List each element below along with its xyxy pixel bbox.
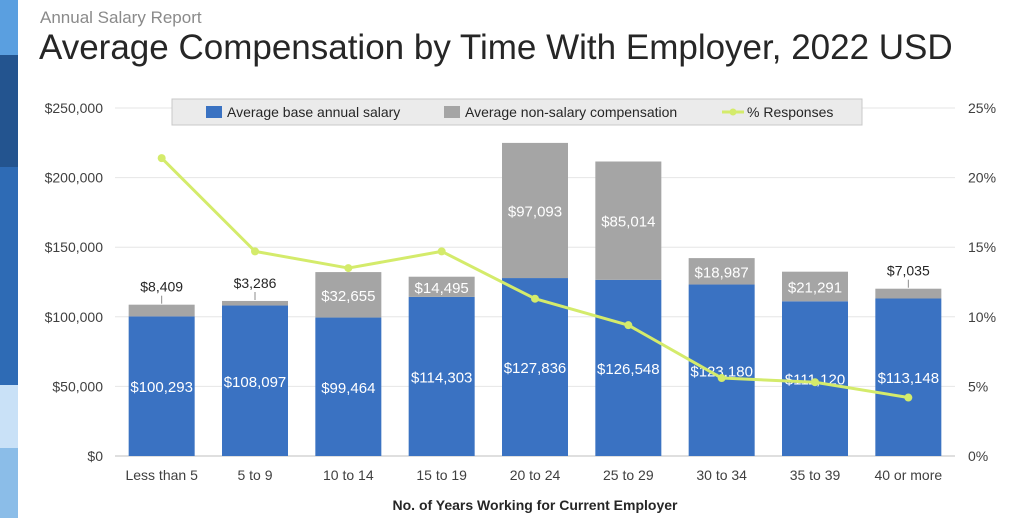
non-salary-value-label: $14,495: [415, 280, 469, 297]
responses-point[interactable]: [904, 393, 913, 402]
responses-point[interactable]: [624, 321, 633, 330]
salary-bar[interactable]: [315, 317, 382, 456]
accent-strip-segment: [0, 385, 18, 448]
x-tick-label: 15 to 19: [416, 467, 467, 483]
x-tick-label: 30 to 34: [696, 467, 747, 483]
y-tick-label: $150,000: [45, 239, 104, 255]
salary-value-label: $100,293: [130, 379, 193, 396]
y2-tick-label: 20%: [968, 170, 996, 186]
responses-line-layer: [157, 154, 913, 402]
responses-point[interactable]: [717, 374, 726, 383]
bars: [128, 142, 942, 456]
y2-tick-label: 15%: [968, 239, 996, 255]
legend-salary-label[interactable]: Average base annual salary: [227, 104, 400, 120]
non-salary-value-label: $32,655: [321, 288, 375, 305]
accent-strip: [0, 0, 18, 518]
non-salary-bar[interactable]: [222, 300, 288, 306]
salary-value-label: $113,148: [878, 370, 939, 387]
legend-non-salary-label[interactable]: Average non-salary compensation: [465, 104, 677, 120]
x-tick-label: 25 to 29: [603, 467, 654, 483]
legend-box: [171, 98, 863, 126]
non-salary-value-label: $7,035: [887, 263, 930, 279]
salary-bar[interactable]: [875, 298, 942, 456]
salary-bar[interactable]: [128, 316, 195, 456]
y2-tick-label: 0%: [968, 448, 988, 464]
y-tick-label: $200,000: [45, 170, 104, 186]
accent-strip-segment: [0, 55, 18, 167]
y-tick-label: $100,000: [45, 309, 104, 325]
accent-strip-segment: [0, 167, 18, 385]
salary-bar[interactable]: [502, 278, 568, 456]
legend-responses-label[interactable]: % Responses: [747, 104, 833, 120]
non-salary-value-label: $97,093: [508, 203, 562, 220]
non-salary-bar[interactable]: [408, 276, 475, 297]
responses-point[interactable]: [811, 378, 819, 387]
salary-value-label: $127,836: [504, 360, 567, 377]
y2-tick-label: 25%: [968, 100, 996, 116]
salary-bar[interactable]: [408, 296, 475, 456]
y-tick-label: $50,000: [52, 378, 103, 394]
non-salary-bar[interactable]: [315, 272, 382, 318]
salary-value-label: $114,303: [411, 369, 472, 386]
report-label: Annual Salary Report: [40, 8, 202, 27]
non-salary-value-label: $8,409: [140, 279, 183, 295]
salary-bar[interactable]: [595, 279, 662, 456]
x-tick-label: 10 to 14: [323, 467, 374, 483]
accent-strip-segment: [0, 448, 18, 518]
legend-non-salary-swatch: [444, 106, 460, 118]
x-tick-label: 5 to 9: [237, 467, 272, 483]
salary-value-label: $99,464: [321, 380, 375, 397]
non-salary-bar[interactable]: [688, 258, 755, 285]
non-salary-value-label: $21,291: [788, 280, 842, 297]
salary-value-label: $108,097: [224, 374, 287, 391]
x-axis-title: No. of Years Working for Current Employe…: [393, 497, 679, 513]
salary-bar[interactable]: [688, 284, 755, 456]
legend-responses-marker: [729, 108, 737, 116]
responses-point[interactable]: [251, 247, 259, 256]
responses-point[interactable]: [531, 294, 539, 303]
y2-tick-label: 5%: [968, 378, 988, 394]
salary-bar[interactable]: [222, 305, 288, 456]
legend-salary-swatch: [206, 106, 222, 118]
non-salary-value-label: $85,014: [601, 214, 655, 231]
non-salary-bar[interactable]: [782, 271, 848, 302]
x-tick-label: 35 to 39: [790, 467, 841, 483]
y-tick-label: $0: [87, 448, 103, 464]
non-salary-bar[interactable]: [875, 288, 942, 299]
legend[interactable]: Average base annual salary Average non-sa…: [171, 98, 863, 126]
axes: $0 $50,000 $100,000 $150,000 $200,000 $250,00…: [45, 100, 996, 513]
responses-point[interactable]: [157, 154, 166, 163]
bar-labels: $100,293 $8,409 $108,097 $3,286 $99,464 $32,6…: [130, 203, 939, 396]
non-salary-bar[interactable]: [128, 304, 195, 317]
non-salary-bar[interactable]: [502, 142, 568, 279]
x-tick-label: Less than 5: [125, 467, 198, 483]
chart-title: Average Compensation by Time With Employ…: [39, 28, 953, 67]
y-tick-label: $250,000: [45, 100, 104, 116]
non-salary-value-label: $18,987: [695, 264, 749, 281]
accent-strip-segment: [0, 0, 18, 55]
salary-value-label: $126,548: [597, 361, 660, 378]
x-tick-label: 20 to 24: [510, 467, 561, 483]
responses-point[interactable]: [437, 247, 446, 256]
non-salary-bar[interactable]: [595, 161, 662, 280]
y2-tick-label: 10%: [968, 309, 996, 325]
responses-point[interactable]: [344, 264, 353, 273]
non-salary-value-label: $3,286: [234, 275, 277, 291]
x-tick-label: 40 or more: [874, 467, 942, 483]
